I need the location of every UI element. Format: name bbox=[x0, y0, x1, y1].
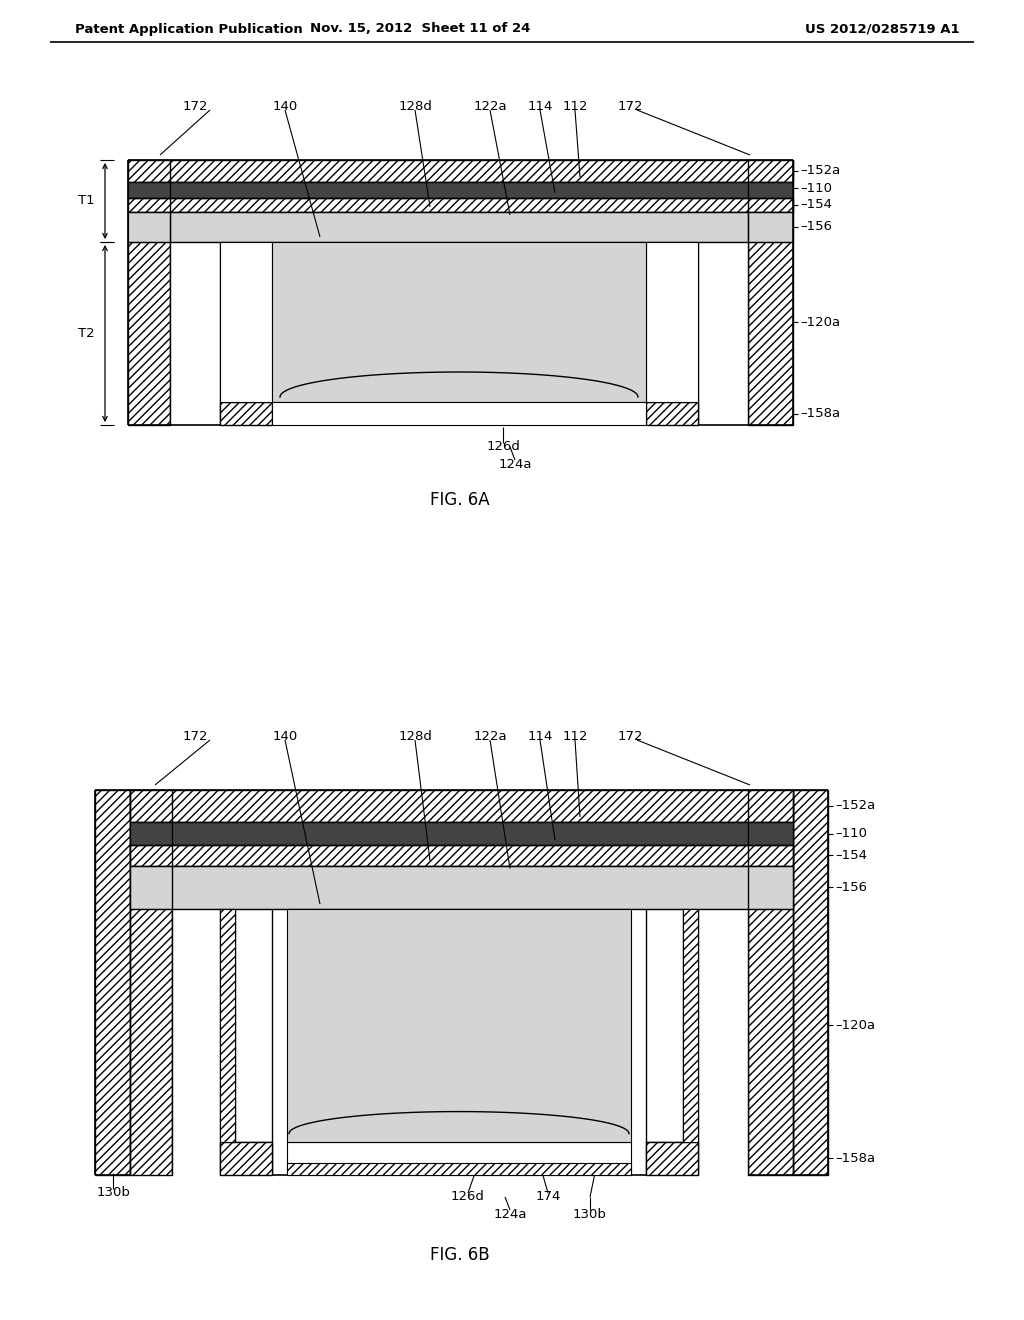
Text: 128d: 128d bbox=[398, 99, 432, 112]
Text: 128d: 128d bbox=[398, 730, 432, 742]
Bar bbox=[220, 242, 272, 403]
Text: –158a: –158a bbox=[800, 407, 840, 420]
Bar bbox=[748, 213, 793, 242]
Bar bbox=[646, 403, 698, 425]
Text: 114: 114 bbox=[527, 730, 553, 742]
Bar bbox=[128, 198, 793, 213]
Bar bbox=[698, 242, 748, 425]
Bar bbox=[128, 182, 793, 198]
Bar bbox=[220, 909, 234, 1142]
Text: 140: 140 bbox=[272, 99, 298, 112]
Text: 172: 172 bbox=[182, 730, 208, 742]
Text: –154: –154 bbox=[835, 849, 867, 862]
Bar bbox=[272, 242, 646, 403]
Bar bbox=[130, 789, 172, 1175]
Text: 126d: 126d bbox=[451, 1191, 485, 1204]
Text: 124a: 124a bbox=[499, 458, 531, 471]
Text: 172: 172 bbox=[182, 99, 208, 112]
Text: 112: 112 bbox=[562, 730, 588, 742]
Bar bbox=[683, 909, 698, 1142]
Bar bbox=[172, 909, 220, 1175]
Bar bbox=[646, 242, 698, 403]
Text: T2: T2 bbox=[79, 327, 95, 341]
Bar bbox=[272, 909, 646, 1175]
Text: –154: –154 bbox=[800, 198, 831, 211]
Text: –156: –156 bbox=[835, 880, 867, 894]
Text: US 2012/0285719 A1: US 2012/0285719 A1 bbox=[805, 22, 961, 36]
Text: FIG. 6A: FIG. 6A bbox=[430, 491, 489, 510]
Text: 126d: 126d bbox=[486, 441, 520, 454]
Bar bbox=[130, 822, 793, 845]
Bar bbox=[287, 909, 631, 1142]
Text: –152a: –152a bbox=[835, 800, 876, 813]
Bar bbox=[170, 242, 220, 425]
Text: –156: –156 bbox=[800, 220, 831, 234]
Text: 172: 172 bbox=[617, 99, 643, 112]
Bar bbox=[130, 845, 793, 866]
Bar bbox=[128, 160, 793, 182]
Text: 130b: 130b bbox=[395, 1019, 429, 1032]
Bar bbox=[272, 403, 646, 425]
Text: –120a: –120a bbox=[835, 1019, 876, 1032]
Text: 122a: 122a bbox=[473, 730, 507, 742]
Bar bbox=[646, 1142, 698, 1175]
Text: –152a: –152a bbox=[800, 165, 841, 177]
Text: FIG. 6B: FIG. 6B bbox=[430, 1246, 489, 1265]
Bar bbox=[130, 789, 793, 822]
Bar bbox=[793, 789, 828, 1175]
Text: –110: –110 bbox=[800, 181, 831, 194]
Bar bbox=[128, 160, 170, 425]
Text: 122a: 122a bbox=[473, 99, 507, 112]
Bar bbox=[748, 789, 793, 1175]
Text: –158a: –158a bbox=[835, 1152, 876, 1164]
Bar bbox=[130, 866, 793, 909]
Text: 112: 112 bbox=[562, 99, 588, 112]
Bar bbox=[95, 789, 130, 1175]
Text: –110: –110 bbox=[835, 828, 867, 840]
Text: 140: 140 bbox=[272, 730, 298, 742]
Text: 174: 174 bbox=[536, 1191, 561, 1204]
Text: –120a: –120a bbox=[800, 315, 840, 329]
Bar bbox=[698, 909, 748, 1175]
Text: 114: 114 bbox=[527, 99, 553, 112]
Text: 130b: 130b bbox=[96, 1187, 130, 1200]
Text: 124a: 124a bbox=[494, 1209, 526, 1221]
Bar bbox=[287, 1163, 631, 1175]
Bar bbox=[287, 1142, 631, 1175]
Bar bbox=[170, 213, 748, 242]
Text: Nov. 15, 2012  Sheet 11 of 24: Nov. 15, 2012 Sheet 11 of 24 bbox=[310, 22, 530, 36]
Bar bbox=[128, 213, 170, 242]
Bar bbox=[748, 160, 793, 425]
Text: Patent Application Publication: Patent Application Publication bbox=[75, 22, 303, 36]
Text: T1: T1 bbox=[79, 194, 95, 207]
Text: 172: 172 bbox=[617, 730, 643, 742]
Bar bbox=[220, 1142, 272, 1175]
Bar bbox=[220, 403, 272, 425]
Text: 130b: 130b bbox=[573, 1209, 607, 1221]
